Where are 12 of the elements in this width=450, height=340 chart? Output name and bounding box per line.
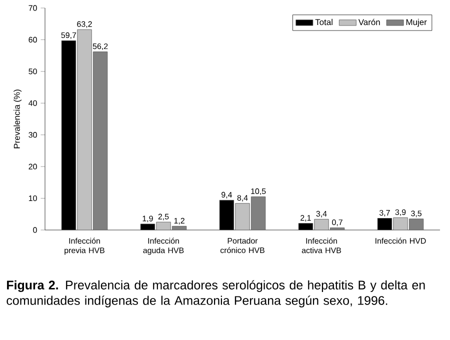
legend-label: Total [315,18,332,26]
bar [314,219,329,230]
bar [77,29,92,230]
bar [92,52,108,230]
legend-label: Varón [358,18,380,26]
bar [408,218,424,230]
bar [250,196,266,230]
text: Figura 2. Prevalencia de marcadores serológicos de hepatitis B y delta en comunidades indígenas de la Amazonia Peruana según sexo, 1996. [6,280,425,308]
bar [393,217,408,230]
bar [235,203,250,230]
y-axis-title: Prevalencia (%) [14,90,22,148]
legend-label: Mujer [406,18,427,27]
